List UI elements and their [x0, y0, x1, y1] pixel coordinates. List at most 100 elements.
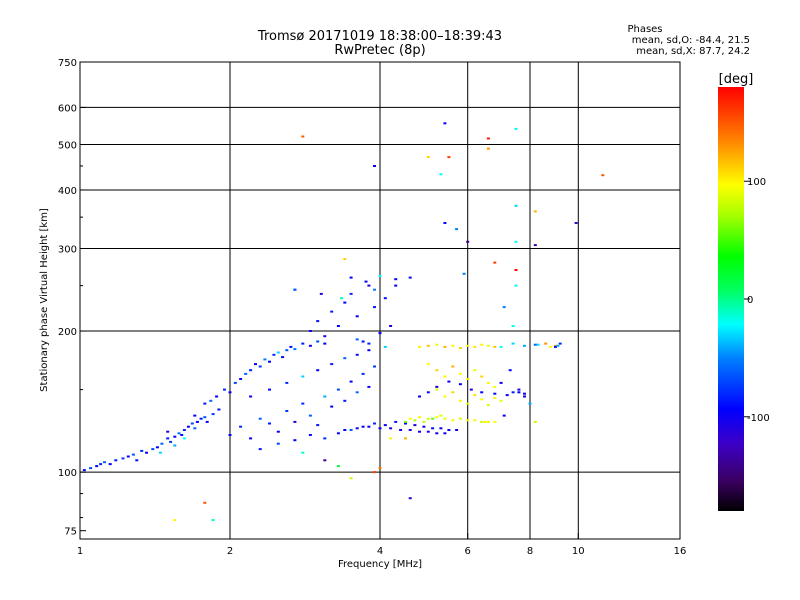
data-point [308, 434, 312, 436]
data-point [435, 385, 439, 388]
data-point [466, 402, 470, 405]
data-point [169, 440, 173, 443]
data-point [511, 342, 515, 345]
colorbar [718, 87, 744, 511]
data-point [343, 301, 347, 304]
data-point [493, 392, 497, 395]
y-tick-label: 100 [58, 468, 77, 479]
data-point [533, 420, 537, 423]
data-point [158, 451, 162, 454]
data-point [399, 429, 403, 431]
data-point [239, 425, 243, 428]
data-point [502, 414, 506, 417]
data-point [228, 434, 232, 436]
data-point [276, 430, 280, 433]
data-point [258, 365, 262, 368]
data-point [389, 325, 393, 327]
data-point [263, 358, 267, 361]
data-point [473, 394, 477, 397]
data-point [447, 429, 451, 431]
data-point [285, 381, 289, 384]
data-point [367, 342, 371, 345]
data-point [205, 420, 209, 423]
data-point [272, 353, 276, 356]
data-point [258, 448, 262, 451]
y-axis-ticks: 75 100 200 300 400 500 600 750 [58, 58, 86, 538]
data-point [323, 342, 327, 345]
chart-subtitle: RwPretec (8p) [334, 43, 425, 58]
data-point [451, 365, 455, 368]
y-tick-label: 600 [58, 103, 77, 114]
data-point [458, 417, 462, 420]
data-point [82, 469, 86, 472]
stats-line-x: mean, sd,X: 87.7, 24.2 [636, 46, 750, 57]
colorbar-tick-label: 100 [747, 177, 766, 188]
x-tick-label: 10 [572, 546, 585, 557]
data-point [435, 416, 439, 419]
data-point [323, 459, 327, 462]
data-point [151, 448, 155, 451]
data-point [289, 345, 293, 348]
data-point [458, 383, 462, 386]
data-point [517, 391, 521, 394]
grid-lines [80, 62, 680, 539]
data-point [443, 345, 447, 348]
data-point [131, 453, 135, 456]
data-point [439, 414, 443, 417]
data-point [556, 344, 560, 347]
data-point [418, 345, 421, 348]
data-point [126, 455, 130, 458]
data-point [349, 276, 353, 279]
data-point [276, 442, 280, 445]
data-point [336, 388, 340, 391]
data-point [182, 429, 186, 431]
data-point [244, 372, 248, 375]
data-point [443, 417, 447, 420]
data-point [502, 306, 506, 309]
data-point [499, 381, 503, 384]
data-point [443, 395, 447, 398]
data-point [486, 381, 490, 384]
data-point [493, 345, 497, 348]
data-point [413, 424, 417, 427]
data-point [536, 343, 540, 346]
data-point [336, 432, 340, 435]
data-point [95, 465, 99, 468]
data-point [408, 276, 412, 279]
data-point [493, 385, 497, 388]
data-point [373, 422, 376, 425]
data-point [373, 306, 376, 309]
data-point [160, 442, 164, 445]
data-point [340, 297, 344, 300]
data-point [367, 385, 371, 388]
data-point [249, 369, 253, 372]
data-point [394, 278, 398, 281]
data-point [199, 417, 203, 420]
data-point [316, 369, 320, 372]
data-point [203, 416, 207, 419]
data-point [431, 417, 435, 420]
data-point [408, 429, 412, 431]
data-point [523, 395, 526, 398]
data-point [173, 435, 177, 438]
data-point [528, 402, 532, 405]
data-point [451, 419, 455, 422]
colorbar-tick-label: -100 [747, 413, 770, 424]
data-point [355, 427, 359, 430]
data-point [514, 284, 518, 287]
data-point [480, 420, 484, 423]
data-point [408, 417, 412, 420]
data-point [435, 369, 439, 372]
x-axis-ticks: 1 2 4 6 8 10 16 [77, 533, 686, 557]
data-point [435, 343, 439, 346]
data-point [473, 369, 477, 372]
data-point [389, 427, 393, 430]
data-point [418, 430, 421, 433]
data-point [422, 425, 426, 428]
y-tick-label: 400 [58, 186, 77, 197]
data-point [523, 392, 526, 395]
data-point [367, 284, 371, 287]
data-point [281, 356, 285, 359]
data-point [517, 388, 521, 391]
data-point [211, 519, 215, 522]
